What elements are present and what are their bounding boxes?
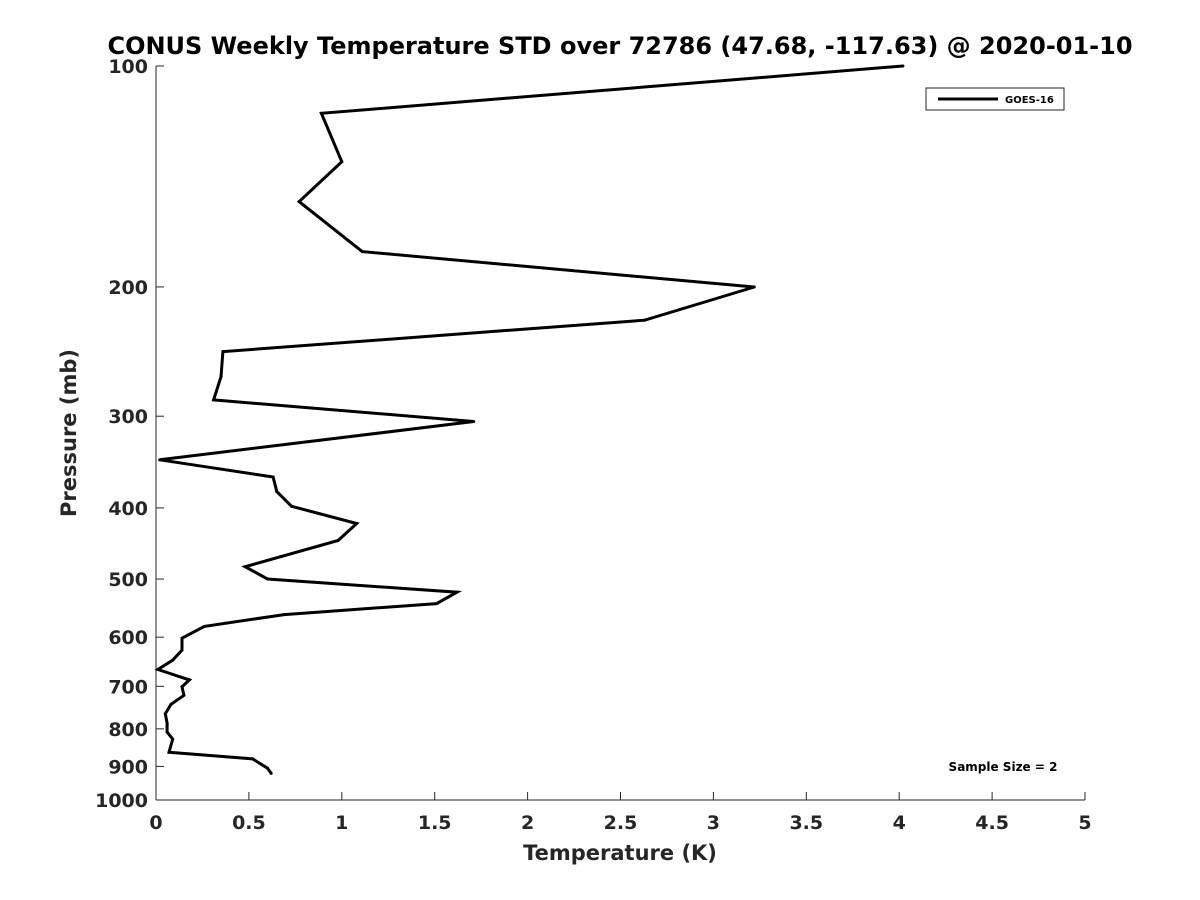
x-axis-label: Temperature (K) xyxy=(523,841,717,865)
data-point xyxy=(171,737,175,741)
data-point xyxy=(360,250,364,254)
data-point xyxy=(282,613,286,617)
data-point xyxy=(202,624,206,628)
data-point xyxy=(221,350,225,354)
data-point xyxy=(643,318,647,322)
data-point xyxy=(180,648,184,652)
y-axis-ticks: 100 200 300 400 500 600 700 800 900 1000 xyxy=(95,56,164,812)
plot-axes xyxy=(155,66,1085,801)
data-point xyxy=(265,577,269,581)
goes-16-series-line xyxy=(154,64,904,775)
y-tick-label: 200 xyxy=(108,277,148,299)
x-axis-ticks: 0 0.5 1 1.5 2 2.5 3 3.5 4 4.5 5 xyxy=(149,792,1092,834)
data-point xyxy=(182,693,186,697)
x-tick-label: 4.5 xyxy=(975,812,1009,834)
x-tick-label: 1.5 xyxy=(418,812,452,834)
x-tick-label: 1 xyxy=(335,812,348,834)
data-point xyxy=(171,658,175,662)
x-tick-label: 2.5 xyxy=(604,812,638,834)
y-tick-label: 900 xyxy=(108,756,148,778)
data-point xyxy=(180,636,184,640)
x-tick-label: 3 xyxy=(707,812,720,834)
data-point xyxy=(435,602,439,606)
y-tick-label: 300 xyxy=(108,406,148,428)
legend-label-goes-16: GOES-16 xyxy=(1005,95,1054,106)
goes-16-series-points xyxy=(156,64,905,775)
x-tick-label: 2 xyxy=(521,812,534,834)
data-point xyxy=(167,750,171,754)
y-tick-label: 600 xyxy=(108,627,148,649)
y-tick-label: 100 xyxy=(108,56,148,78)
data-point xyxy=(158,458,162,462)
x-tick-label: 0.5 xyxy=(232,812,266,834)
y-tick-label: 800 xyxy=(108,719,148,741)
data-point xyxy=(355,521,359,525)
y-axis-label: Pressure (mb) xyxy=(57,349,81,517)
data-point xyxy=(169,702,173,706)
data-point xyxy=(180,685,184,689)
data-point xyxy=(187,678,191,682)
data-point xyxy=(275,490,279,494)
x-tick-label: 3.5 xyxy=(789,812,823,834)
sample-size-annotation: Sample Size = 2 xyxy=(949,760,1058,774)
data-point xyxy=(271,475,275,479)
y-tick-label: 400 xyxy=(108,498,148,520)
data-point xyxy=(297,200,301,204)
data-point xyxy=(901,64,905,68)
data-point xyxy=(269,771,273,775)
data-point xyxy=(455,590,459,594)
data-point xyxy=(219,375,223,379)
data-point xyxy=(165,730,169,734)
chart-title: CONUS Weekly Temperature STD over 72786 … xyxy=(107,32,1132,60)
data-point xyxy=(165,721,169,725)
data-point xyxy=(290,504,294,508)
data-point xyxy=(243,565,247,569)
data-point xyxy=(251,757,255,761)
x-tick-label: 5 xyxy=(1078,812,1091,834)
data-point xyxy=(265,766,269,770)
x-tick-label: 4 xyxy=(893,812,906,834)
data-point xyxy=(212,398,216,402)
data-point xyxy=(319,111,323,115)
y-tick-label: 1000 xyxy=(95,790,148,812)
y-tick-label: 500 xyxy=(108,569,148,591)
data-point xyxy=(752,285,756,289)
y-tick-label: 700 xyxy=(108,676,148,698)
data-point xyxy=(472,419,476,423)
data-point xyxy=(163,712,167,716)
data-point xyxy=(340,160,344,164)
data-point xyxy=(336,538,340,542)
x-tick-label: 0 xyxy=(149,812,162,834)
data-point xyxy=(156,667,160,671)
legend: GOES-16 xyxy=(925,87,1065,111)
